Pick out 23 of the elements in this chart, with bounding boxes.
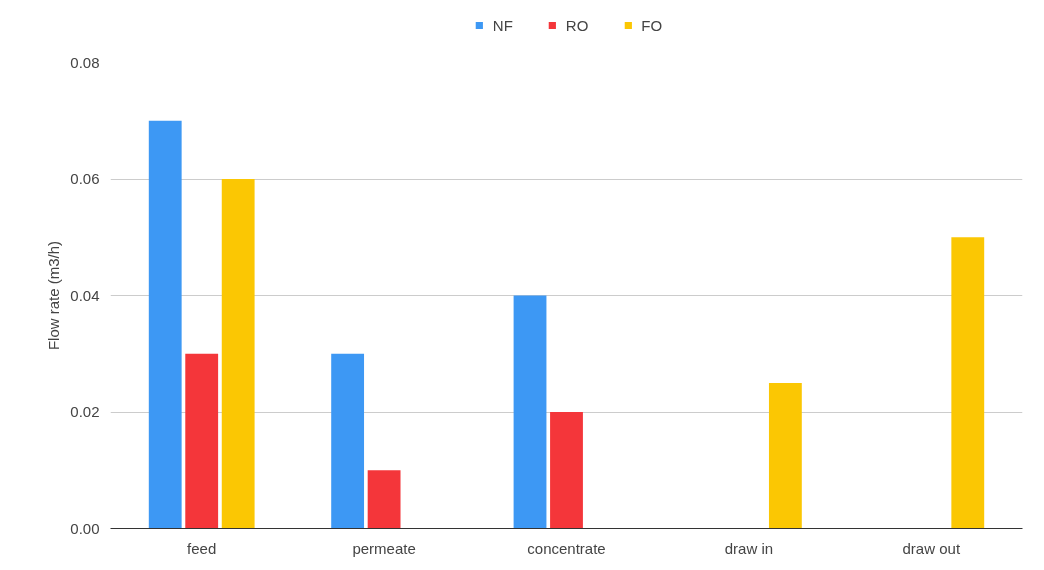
bar xyxy=(550,412,583,529)
legend-label: NF xyxy=(492,16,513,34)
bar xyxy=(367,470,401,529)
bar xyxy=(951,237,985,529)
bar xyxy=(768,382,802,529)
bar xyxy=(185,353,219,529)
bar xyxy=(148,120,182,529)
x-tick-label: concentrate xyxy=(527,539,606,557)
legend-label: FO xyxy=(641,16,663,34)
y-tick-label: 0.04 xyxy=(70,286,100,304)
x-tick-label: permeate xyxy=(352,539,416,557)
y-tick-label: 0.06 xyxy=(70,170,100,187)
y-tick-label: 0.00 xyxy=(70,519,100,537)
legend-label: RO xyxy=(565,16,589,34)
bar xyxy=(513,295,547,529)
bar xyxy=(331,353,365,529)
y-tick-label: 0.02 xyxy=(70,403,100,420)
x-tick-label: draw out xyxy=(902,539,961,557)
x-tick-label: feed xyxy=(187,539,217,557)
bar xyxy=(221,179,255,529)
x-tick-label: draw in xyxy=(724,539,774,557)
y-tick-label: 0.08 xyxy=(70,53,100,71)
y-axis-title: Flow rate (m3/h) xyxy=(45,240,63,351)
